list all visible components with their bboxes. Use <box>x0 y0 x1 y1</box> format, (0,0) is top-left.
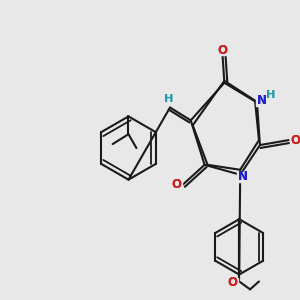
Text: N: N <box>257 94 267 107</box>
Text: H: H <box>165 94 173 103</box>
Text: H: H <box>266 90 275 100</box>
Bar <box>266 90 276 99</box>
Text: O: O <box>290 134 300 147</box>
Text: O: O <box>218 44 227 57</box>
Bar <box>217 45 228 55</box>
Text: O: O <box>290 134 300 147</box>
Text: O: O <box>227 276 237 289</box>
Text: H: H <box>164 94 174 103</box>
Bar <box>256 96 268 106</box>
Bar <box>237 172 249 182</box>
Text: H: H <box>267 90 275 100</box>
Text: N: N <box>257 94 267 107</box>
Text: O: O <box>227 276 237 289</box>
Text: N: N <box>238 170 248 183</box>
Text: O: O <box>218 44 227 57</box>
Bar <box>170 180 182 190</box>
Bar <box>164 94 174 103</box>
Text: O: O <box>171 178 181 191</box>
Text: N: N <box>238 170 248 183</box>
Bar <box>290 135 300 145</box>
Bar <box>226 278 238 287</box>
Text: O: O <box>171 178 181 191</box>
